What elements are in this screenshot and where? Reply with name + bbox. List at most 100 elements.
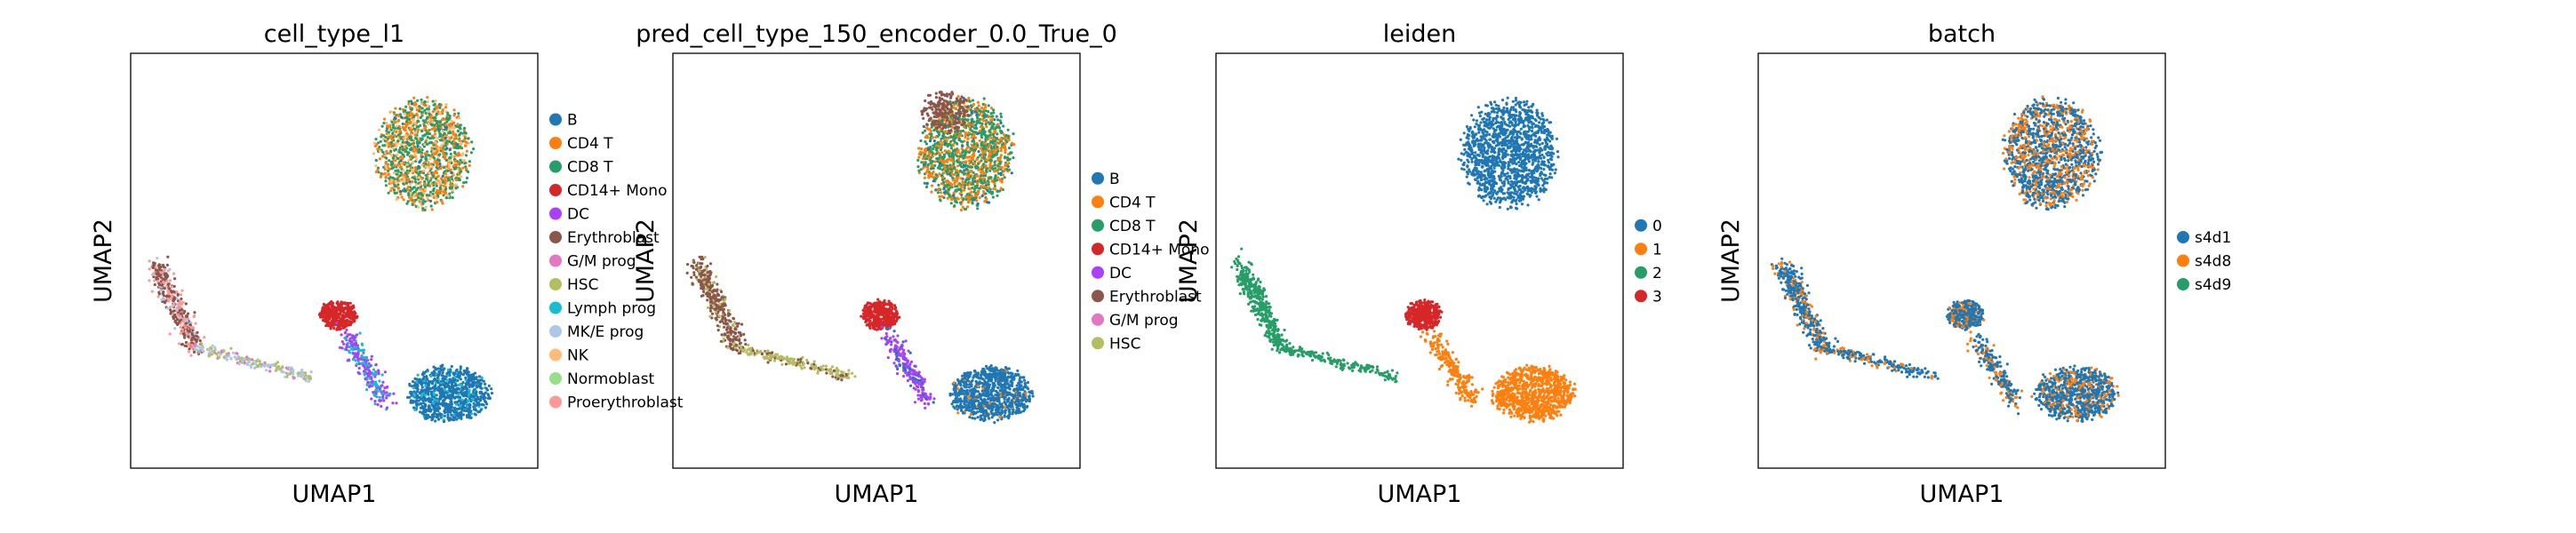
scatter-point <box>436 399 439 402</box>
scatter-point <box>465 387 469 391</box>
scatter-point <box>469 394 473 398</box>
scatter-point <box>417 196 420 200</box>
scatter-point <box>423 108 427 112</box>
scatter-point <box>412 393 416 396</box>
scatter-point <box>450 161 453 165</box>
scatter-point <box>355 354 358 358</box>
scatter-point <box>445 147 449 150</box>
scatter-point <box>394 134 397 138</box>
scatter-point <box>975 107 979 110</box>
scatter-points <box>148 96 494 424</box>
scatter-point <box>335 310 339 314</box>
scatter-point <box>466 380 469 384</box>
scatter-point <box>378 149 382 153</box>
scatter-point <box>978 121 981 124</box>
scatter-point <box>411 131 414 135</box>
scatter-point <box>377 171 380 174</box>
scatter-point <box>373 400 377 403</box>
scatter-point <box>164 295 168 298</box>
scatter-point <box>413 152 417 155</box>
scatter-point <box>349 307 353 311</box>
scatter-point <box>431 99 435 103</box>
scatter-point <box>219 353 222 356</box>
scatter-point <box>961 144 964 147</box>
scatter-point <box>987 104 990 107</box>
scatter-point <box>408 395 412 399</box>
scatter-point <box>443 388 446 392</box>
scatter-point <box>384 184 388 187</box>
scatter-point <box>431 402 436 405</box>
scatter-point <box>945 169 948 173</box>
scatter-point <box>420 102 423 106</box>
scatter-point <box>407 158 411 163</box>
panel-title: cell_type_l1 <box>264 20 404 48</box>
scatter-point <box>924 129 927 132</box>
scatter-point <box>449 137 452 140</box>
scatter-point <box>406 171 410 175</box>
scatter-point <box>979 185 983 188</box>
scatter-point <box>464 384 468 388</box>
scatter-point <box>411 203 414 206</box>
scatter-point <box>942 155 946 159</box>
scatter-point <box>148 267 151 271</box>
scatter-point <box>463 162 467 165</box>
scatter-point <box>368 384 372 387</box>
scatter-point <box>984 192 988 195</box>
scatter-point <box>917 147 921 150</box>
scatter-point <box>945 191 949 195</box>
legend-label: DC <box>567 206 589 224</box>
scatter-point <box>453 163 457 167</box>
scatter-point <box>966 155 970 159</box>
scatter-point <box>465 391 468 394</box>
scatter-point <box>445 402 449 406</box>
scatter-point <box>438 186 442 189</box>
scatter-point <box>409 148 412 152</box>
scatter-point <box>176 292 180 296</box>
scatter-point <box>210 346 213 351</box>
scatter-point <box>443 367 446 370</box>
scatter-point <box>1005 168 1009 171</box>
scatter-point <box>452 144 455 147</box>
scatter-point <box>963 184 967 187</box>
scatter-point <box>488 396 492 400</box>
scatter-point <box>395 402 398 405</box>
scatter-point <box>324 316 328 321</box>
scatter-point <box>317 313 321 316</box>
scatter-point <box>988 152 992 155</box>
scatter-point <box>396 119 400 123</box>
scatter-point <box>173 327 177 330</box>
scatter-point <box>999 149 1003 153</box>
scatter-point <box>449 168 452 171</box>
scatter-point <box>376 168 380 171</box>
scatter-point <box>418 379 421 383</box>
scatter-point <box>182 323 186 327</box>
scatter-point <box>401 189 405 193</box>
scatter-point <box>401 140 404 144</box>
scatter-point <box>164 272 168 275</box>
scatter-point <box>332 307 335 311</box>
scatter-point <box>994 127 997 131</box>
scatter-point <box>959 155 963 158</box>
scatter-point <box>415 125 419 129</box>
scatter-point <box>450 171 453 175</box>
scatter-point <box>462 158 466 162</box>
scatter-point <box>452 140 456 144</box>
scatter-point <box>175 318 180 322</box>
scatter-point <box>956 196 959 200</box>
scatter-point <box>395 131 398 134</box>
scatter-point <box>1007 147 1011 150</box>
scatter-point <box>355 362 359 366</box>
scatter-point <box>391 131 395 135</box>
legend-label: CD14+ Mono <box>567 182 667 200</box>
scatter-point <box>966 137 970 141</box>
scatter-point <box>421 411 425 415</box>
scatter-point <box>410 393 413 396</box>
scatter-point <box>433 398 436 402</box>
scatter-point <box>983 103 988 107</box>
scatter-point <box>384 160 388 163</box>
scatter-point <box>402 169 405 172</box>
scatter-point <box>297 372 300 376</box>
scatter-point <box>413 127 417 131</box>
scatter-point <box>469 377 474 381</box>
